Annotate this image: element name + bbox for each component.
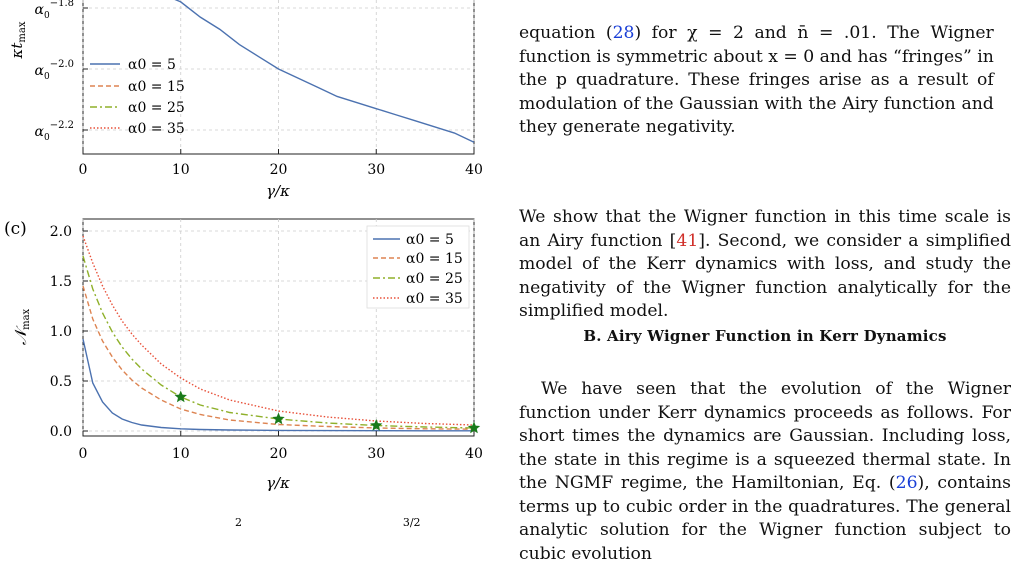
p1-line: equation (28) for χ = 2 and n̄ = .01. Th… — [519, 23, 994, 43]
c-x-tick-label: 30 — [367, 446, 385, 462]
top-x-tick-label: 30 — [367, 162, 385, 178]
p2-text-a: We show that the Wigner function in this… — [519, 207, 1011, 251]
top-legend-label: α0 = 25 — [128, 100, 185, 116]
top-series-line — [174, 0, 475, 143]
c-y-tick-label: 0.0 — [50, 424, 72, 440]
p2-text-b: ]. Second, we consider a simplified mode… — [519, 230, 1011, 322]
top-x-tick-label: 0 — [79, 162, 88, 178]
c-legend-label: α0 = 5 — [406, 232, 454, 248]
caption-fragment: 2 3/2 — [235, 516, 421, 528]
c-legend-label: α0 = 15 — [406, 251, 463, 267]
p1-line: the p quadrature. These fringes arise as… — [519, 70, 994, 90]
top-legend-label: α0 = 5 — [128, 57, 176, 73]
c-x-tick-label: 0 — [79, 446, 88, 462]
c-series-line — [82, 285, 475, 430]
c-y-tick-label: 1.5 — [50, 274, 72, 290]
c-y-tick-label: 0.5 — [50, 374, 72, 390]
c-y-tick-label: 2.0 — [50, 224, 72, 240]
top-y-tick-label: α0−2.0 — [35, 59, 75, 82]
c-y-axis-label: 𝒩max — [11, 308, 32, 345]
panel-c: (c) 𝒩max 2.0 1.5 1.0 0.5 0.0 0 10 20 30 40 γ/κ α… — [4, 218, 483, 492]
citation-41[interactable]: 41 — [676, 230, 699, 251]
section-heading: B. Airy Wigner Function in Kerr Dynamics — [583, 327, 947, 345]
top-y-tick-label: α0−2.2 — [35, 120, 75, 143]
c-x-axis-label: γ/κ — [266, 474, 290, 492]
top-y-tick-label: α0−1.8 — [35, 0, 75, 21]
panel-label-c: (c) — [4, 219, 27, 239]
p1-line: function is symmetric about x = 0 and ha… — [519, 46, 994, 67]
c-y-tick-label: 1.0 — [50, 324, 72, 340]
paragraph-3: We have seen that the evolution of the W… — [519, 378, 1011, 566]
top-x-axis-label: γ/κ — [266, 182, 290, 200]
c-series-line — [82, 235, 475, 426]
c-star-marker — [467, 421, 481, 434]
c-legend-label: α0 = 25 — [406, 271, 463, 287]
paragraph-1: equation (28) for χ = 2 and n̄ = .01. Th… — [519, 22, 994, 140]
top-y-axis-label: κtmax — [8, 21, 28, 59]
p3-text-a: We have seen that the evolution of the W… — [519, 379, 1011, 493]
c-series-line — [82, 338, 474, 432]
c-x-tick-label: 10 — [172, 446, 190, 462]
c-legend-label: α0 = 35 — [406, 291, 463, 307]
figure: κtmax α0−1.8 α0−2.0 α0−2.2 0 10 20 30 40 γ/κ α… — [0, 0, 500, 529]
c-x-tick-label: 40 — [465, 446, 483, 462]
top-x-tick-label: 40 — [465, 162, 483, 178]
top-panel: κtmax α0−1.8 α0−2.0 α0−2.2 0 10 20 30 40 γ/κ α… — [8, 0, 483, 200]
c-x-tick-label: 20 — [270, 446, 288, 462]
paragraph-2: We show that the Wigner function in this… — [519, 206, 1011, 324]
equation-ref-26[interactable]: 26 — [895, 473, 918, 493]
c-star-marker — [174, 390, 187, 403]
c-legend: α0 = 5 α0 = 15 α0 = 25 α0 = 35 — [373, 232, 463, 307]
top-legend-label: α0 = 15 — [128, 79, 185, 95]
p1-line: modulation of the Gaussian with the Airy… — [519, 93, 994, 114]
equation-ref-28[interactable]: 28 — [612, 23, 635, 43]
c-series-line — [82, 255, 475, 429]
top-legend-label: α0 = 35 — [128, 121, 185, 137]
p1-line: they generate negativity. — [519, 117, 736, 137]
top-legend: α0 = 5 α0 = 15 α0 = 25 α0 = 35 — [90, 57, 185, 137]
top-x-tick-label: 20 — [270, 162, 288, 178]
c-star-marker — [370, 419, 383, 431]
c-star-marker — [272, 412, 285, 425]
top-x-tick-label: 10 — [172, 162, 190, 178]
figure-svg: κtmax α0−1.8 α0−2.0 α0−2.2 0 10 20 30 40 γ/κ α… — [4, 0, 483, 529]
